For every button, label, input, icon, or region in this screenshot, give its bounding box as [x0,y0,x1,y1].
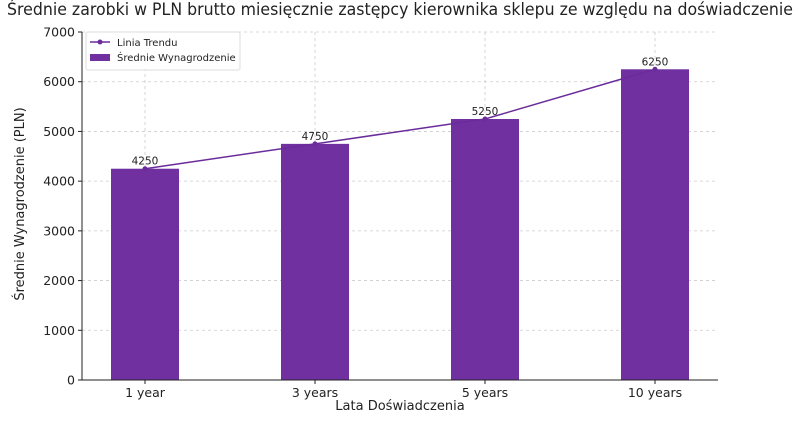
x-tick-label: 5 years [462,385,508,400]
y-tick-label: 4000 [43,174,75,189]
y-tick-label: 3000 [43,223,75,238]
bar [111,168,179,380]
y-axis-label: Średnie Wynagrodzenie (PLN) [12,107,28,300]
x-tick-label: 3 years [292,385,338,400]
data-labels: 4250 4750 5250 6250 [132,56,669,167]
trend-point [652,66,658,72]
legend-bar-icon [90,54,110,61]
y-tick-label: 5000 [43,124,75,139]
legend: Linia Trendu Średnie Wynagrodzenie [85,31,241,71]
x-tick-label: 10 years [628,385,682,400]
bar [451,119,519,380]
bar [281,143,349,380]
bar [621,69,689,381]
x-tick-label: 1 year [125,385,166,400]
y-tick-label: 2000 [43,273,75,288]
trend-point [482,116,488,122]
data-label: 5250 [472,106,499,118]
trend-line [142,66,658,172]
data-label: 4250 [132,156,159,168]
y-tick-label: 6000 [43,74,75,89]
y-tick-label: 0 [67,373,75,388]
data-label: 4750 [302,131,329,143]
legend-label-trend: Linia Trendu [117,38,177,49]
y-tick-label: 1000 [43,323,75,338]
trend-point [142,166,148,172]
trend-polyline [144,68,656,170]
chart-title: Średnie zarobki w PLN brutto miesięcznie… [7,0,793,19]
axes: 0 1000 2000 3000 4000 5000 6000 7000 1 year 3 yea… [43,25,718,400]
x-axis-label: Lata Doświadczenia [335,399,464,414]
trend-point [312,141,318,147]
y-tick-label: 7000 [43,25,75,40]
legend-label-bars: Średnie Wynagrodzenie [117,51,236,64]
data-label: 6250 [642,56,669,68]
bars [111,69,689,381]
legend-marker-icon [97,39,103,45]
